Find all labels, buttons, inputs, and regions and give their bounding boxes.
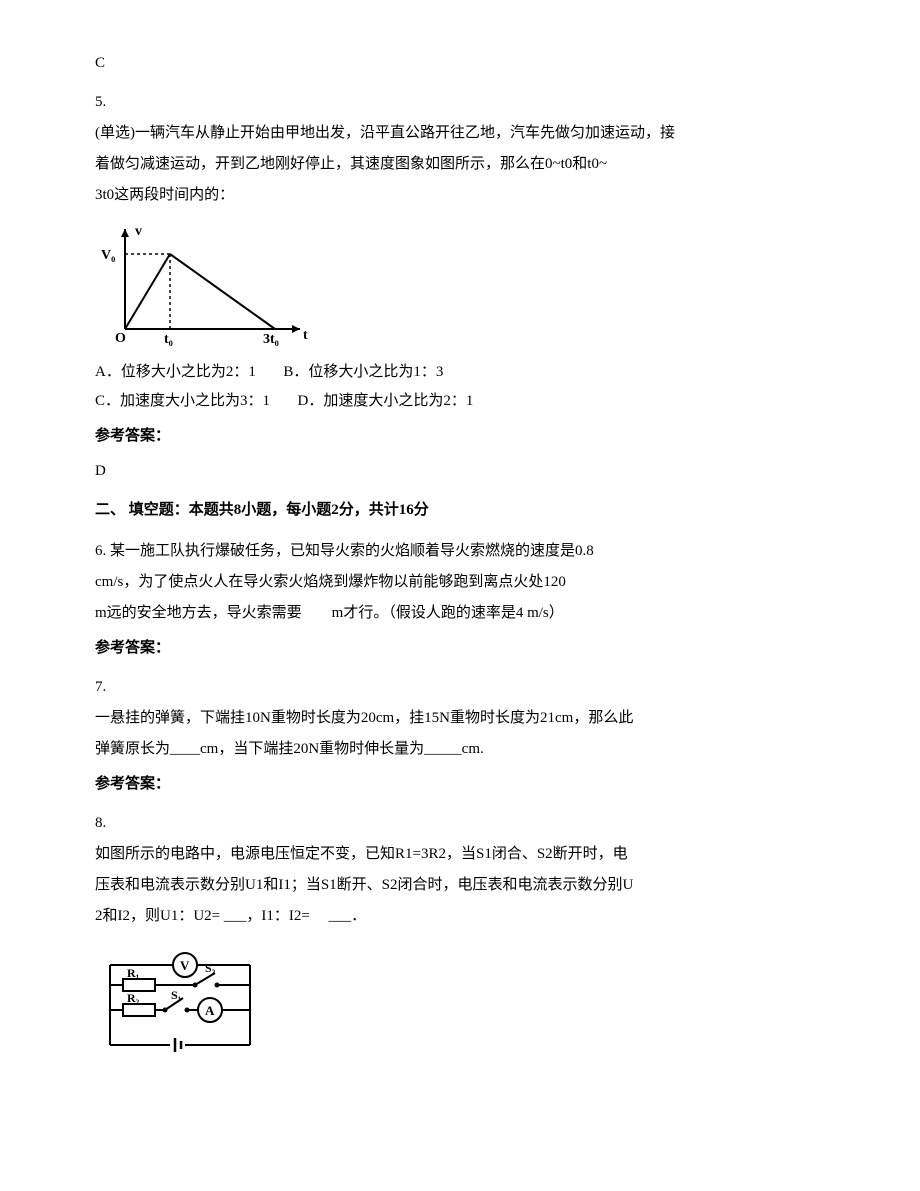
q6-answer-label: 参考答案： (95, 635, 825, 662)
graph-v-label: v (135, 224, 142, 239)
q5-stem-l2: 着做匀减速运动，开到乙地刚好停止，其速度图象如图所示，那么在0~t0和t0~ (95, 151, 825, 178)
q7-l2: 弹簧原长为____cm，当下端挂20N重物时伸长量为_____cm. (95, 736, 825, 763)
q5-number: 5. (95, 89, 825, 116)
section2-title: 二、 填空题：本题共8小题，每小题2分，共计16分 (95, 497, 825, 524)
circuit-s1-label: S₁ (171, 988, 182, 1002)
q5-stem-l1: (单选)一辆汽车从静止开始由甲地出发，沿平直公路开往乙地，汽车先做匀加速运动，接 (95, 120, 825, 147)
graph-t-label: t (303, 328, 308, 343)
q8-number: 8. (95, 810, 825, 837)
q7-l1: 一悬挂的弹簧，下端挂10N重物时长度为20cm，挂15N重物时长度为21cm，那… (95, 705, 825, 732)
q6-number: 6. (95, 543, 110, 559)
q5-opt-b: B．位移大小之比为1：3 (283, 364, 443, 380)
q5-opt-c: C．加速度大小之比为3：1 (95, 393, 270, 409)
circuit-r1-label: R₁ (127, 966, 140, 980)
q7-number: 7. (95, 674, 825, 701)
q5-answer: D (95, 458, 825, 485)
circuit-a-label: A (205, 1003, 215, 1018)
graph-3t0-label: 3t₀ (263, 332, 279, 347)
q8-l3: 2和I2，则U1：U2= ___，I1：I2= ___． (95, 903, 825, 930)
circuit-diagram: V R₁ S₂ R₂ S₁ A (95, 940, 265, 1060)
q5-opt-d: D．加速度大小之比为2：1 (298, 393, 474, 409)
graph-t0-label: t₀ (164, 332, 173, 347)
q6-l1: 某一施工队执行爆破任务，已知导火索的火焰顺着导火索燃烧的速度是0.8 (110, 543, 594, 559)
circuit-v-label: V (180, 958, 190, 973)
velocity-graph: v V₀ O t₀ 3t₀ t (95, 219, 315, 349)
q6-l3: m远的安全地方去，导火索需要 m才行。（假设人跑的速率是4 m/s） (95, 600, 825, 627)
q5-opt-a: A．位移大小之比为2：1 (95, 364, 256, 380)
q5-answer-label: 参考答案： (95, 423, 825, 450)
graph-v0-label: V₀ (101, 248, 115, 263)
q7-answer-label: 参考答案： (95, 771, 825, 798)
graph-origin: O (115, 331, 126, 346)
q8-l1: 如图所示的电路中，电源电压恒定不变，已知R1=3R2，当S1闭合、S2断开时，电 (95, 841, 825, 868)
q5-stem-l3: 3t0这两段时间内的： (95, 182, 825, 209)
q8-l2: 压表和电流表示数分别U1和I1；当S1断开、S2闭合时，电压表和电流表示数分别U (95, 872, 825, 899)
q6-l2: cm/s，为了使点火人在导火索火焰烧到爆炸物以前能够跑到离点火处120 (95, 569, 825, 596)
circuit-s2-label: S₂ (205, 961, 216, 975)
circuit-r2-label: R₂ (127, 991, 140, 1005)
q4-answer: C (95, 50, 825, 77)
